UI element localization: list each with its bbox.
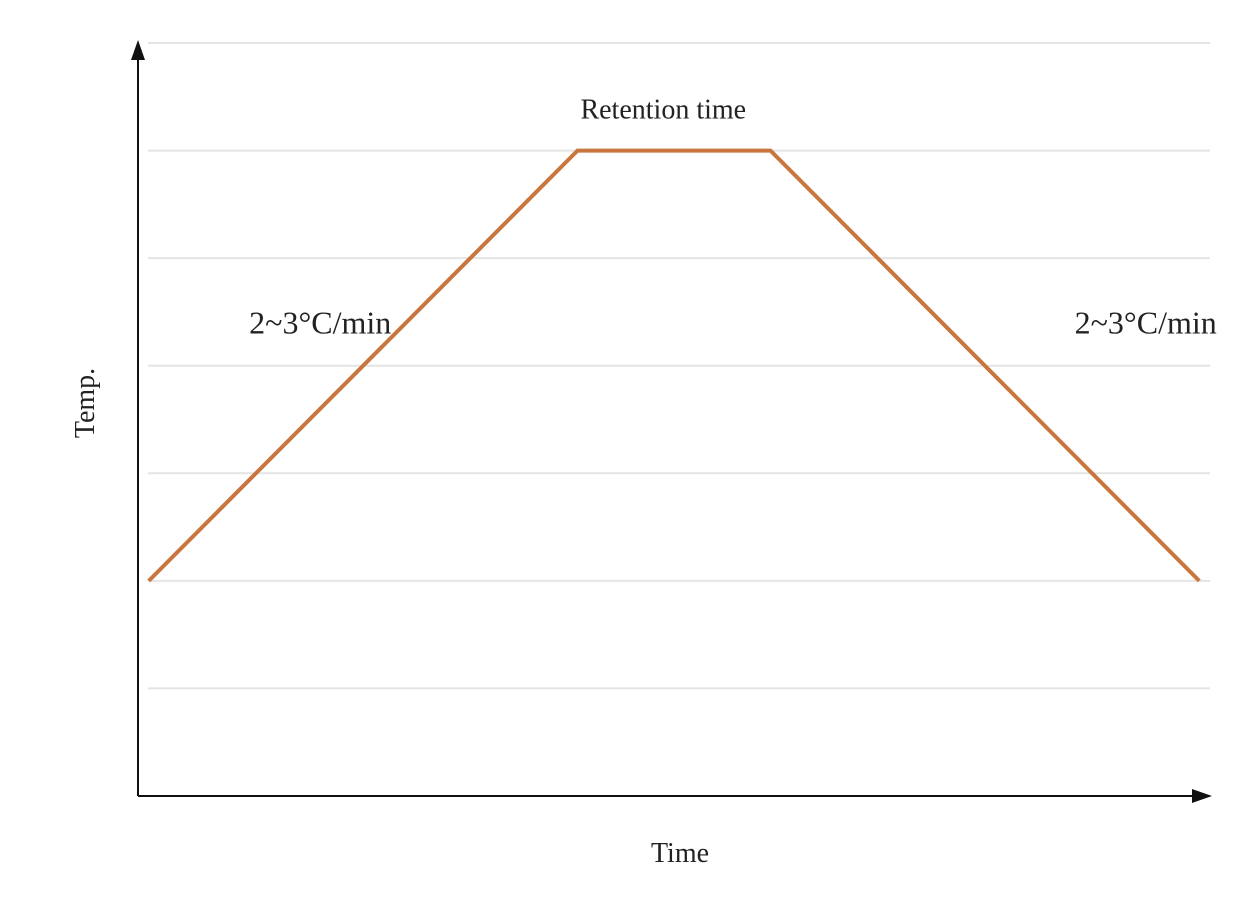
gridlines xyxy=(148,42,1210,690)
rate-annotation: 2~3°C/min xyxy=(249,304,391,340)
x-axis-arrow-icon xyxy=(1192,789,1212,803)
y-axis-label: Temp. xyxy=(70,368,101,438)
y-axis-arrow-icon xyxy=(131,40,145,60)
x-axis-label: Time xyxy=(651,838,709,869)
retention-time-annotation: Retention time xyxy=(580,94,746,125)
rate-annotation: 2~3°C/min xyxy=(1075,304,1217,340)
temperature-line xyxy=(147,148,1201,583)
